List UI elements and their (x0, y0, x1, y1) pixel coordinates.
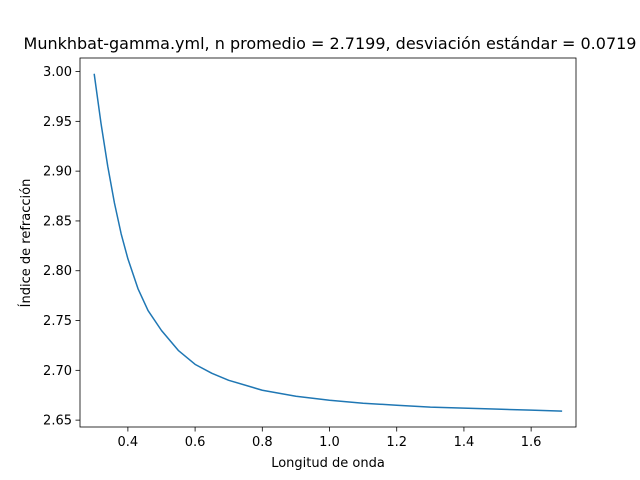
x-tick-label: 0.8 (252, 435, 273, 450)
y-tick-label: 2.80 (43, 264, 72, 279)
x-tick-label: 1.2 (386, 435, 407, 450)
chart-title: Munkhbat-gamma.yml, n promedio = 2.7199,… (24, 34, 637, 53)
y-axis-label: Índice de refracción (18, 179, 34, 308)
plot-area: 0.4 0.6 0.8 1.0 1.2 1.4 1.6 2.65 2.70 2.75 2.80 2.8… (43, 57, 577, 450)
y-tick-label: 2.70 (43, 364, 72, 379)
y-tick-label: 2.95 (43, 115, 72, 130)
x-tick-label: 1.6 (521, 435, 542, 450)
y-tick-label: 2.65 (43, 414, 72, 429)
axes-frame (79, 57, 577, 428)
y-tick-label: 2.85 (43, 214, 72, 229)
x-tick-label: 0.6 (185, 435, 206, 450)
x-tick-label: 1.4 (454, 435, 475, 450)
y-tick-label: 2.75 (43, 314, 72, 329)
x-axis-label: Longitud de onda (271, 456, 385, 471)
x-tick-label: 1.0 (319, 435, 340, 450)
y-tick-label: 3.00 (43, 65, 72, 80)
y-tick-label: 2.90 (43, 165, 72, 180)
series-line-0 (93, 73, 563, 412)
x-tick-label: 0.4 (118, 435, 139, 450)
